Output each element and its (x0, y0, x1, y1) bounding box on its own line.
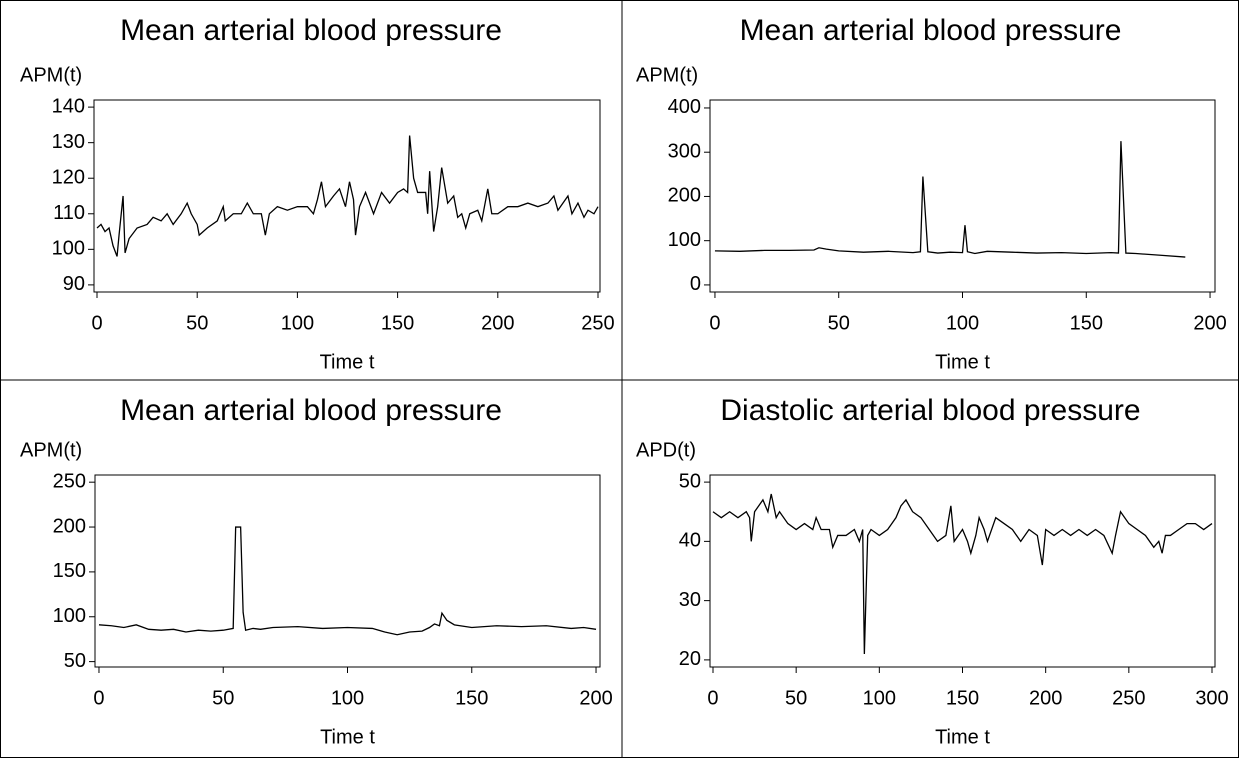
chart-title: Mean arterial blood pressure (740, 14, 1122, 47)
y-tick-label: 50 (679, 470, 701, 492)
x-tick-label: 300 (1195, 687, 1228, 709)
chart-panel: Diastolic arterial blood pressure APD(t) T… (636, 394, 1229, 748)
x-tick-label: 250 (581, 312, 614, 334)
y-axis-label: APM(t) (20, 439, 82, 461)
y-tick-label: 400 (668, 96, 701, 118)
x-tick-label: 150 (1070, 312, 1103, 334)
x-tick-label: 0 (93, 687, 104, 709)
plot-frame (93, 99, 601, 293)
plot-frame (94, 474, 601, 668)
y-axis-label: APM(t) (636, 64, 698, 86)
chart-title: Mean arterial blood pressure (120, 394, 502, 427)
y-tick-label: 300 (668, 140, 701, 162)
x-tick-label: 150 (946, 687, 979, 709)
y-tick-label: 100 (668, 229, 701, 251)
x-tick-label: 100 (863, 687, 896, 709)
data-line (712, 493, 1213, 654)
chart-panel: Mean arterial blood pressure APM(t) Time t… (20, 394, 613, 748)
x-axis-label: Time t (935, 351, 990, 373)
y-tick-label: 30 (679, 589, 701, 611)
data-line (714, 141, 1186, 258)
x-tick-label: 100 (281, 312, 314, 334)
x-tick-label: 250 (1112, 687, 1145, 709)
y-tick-label: 200 (668, 185, 701, 207)
x-tick-label: 0 (709, 312, 720, 334)
y-tick-label: 120 (52, 167, 85, 189)
y-tick-label: 90 (63, 273, 85, 295)
y-tick-label: 110 (53, 202, 85, 224)
plot-frame (709, 99, 1216, 293)
x-axis-label: Time t (320, 351, 375, 373)
x-tick-label: 50 (785, 687, 807, 709)
y-axis-label: APD(t) (636, 439, 696, 461)
x-tick-label: 0 (91, 312, 102, 334)
chart-panel: Mean arterial blood pressure APM(t) Time t… (636, 14, 1227, 373)
x-tick-label: 200 (1193, 312, 1226, 334)
data-line (98, 526, 597, 636)
data-line (96, 135, 599, 257)
y-tick-label: 100 (53, 605, 86, 627)
x-tick-label: 50 (828, 312, 850, 334)
chart-title: Mean arterial blood pressure (120, 14, 502, 47)
x-tick-label: 150 (381, 312, 414, 334)
plot-frame (709, 474, 1216, 668)
y-tick-label: 100 (52, 238, 85, 260)
y-tick-label: 130 (52, 131, 85, 153)
x-tick-label: 200 (579, 687, 612, 709)
y-tick-label: 250 (53, 470, 86, 492)
y-tick-label: 40 (679, 530, 701, 552)
y-tick-label: 20 (679, 648, 701, 670)
y-axis-label: APM(t) (20, 64, 82, 86)
x-tick-label: 200 (1029, 687, 1062, 709)
x-tick-label: 50 (186, 312, 208, 334)
y-tick-label: 150 (53, 560, 86, 582)
x-tick-label: 100 (331, 687, 364, 709)
y-tick-label: 0 (690, 273, 701, 295)
y-tick-label: 140 (52, 95, 85, 117)
y-tick-label: 200 (53, 515, 86, 537)
chart-title: Diastolic arterial blood pressure (720, 394, 1140, 427)
x-tick-label: 150 (455, 687, 488, 709)
x-axis-label: Time t (320, 726, 375, 748)
y-tick-label: 50 (64, 650, 86, 672)
chart-panel: Mean arterial blood pressure APM(t) Time t… (20, 14, 615, 373)
x-tick-label: 100 (946, 312, 979, 334)
x-tick-label: 200 (481, 312, 514, 334)
x-tick-label: 50 (212, 687, 234, 709)
x-tick-label: 0 (707, 687, 718, 709)
x-axis-label: Time t (935, 726, 990, 748)
